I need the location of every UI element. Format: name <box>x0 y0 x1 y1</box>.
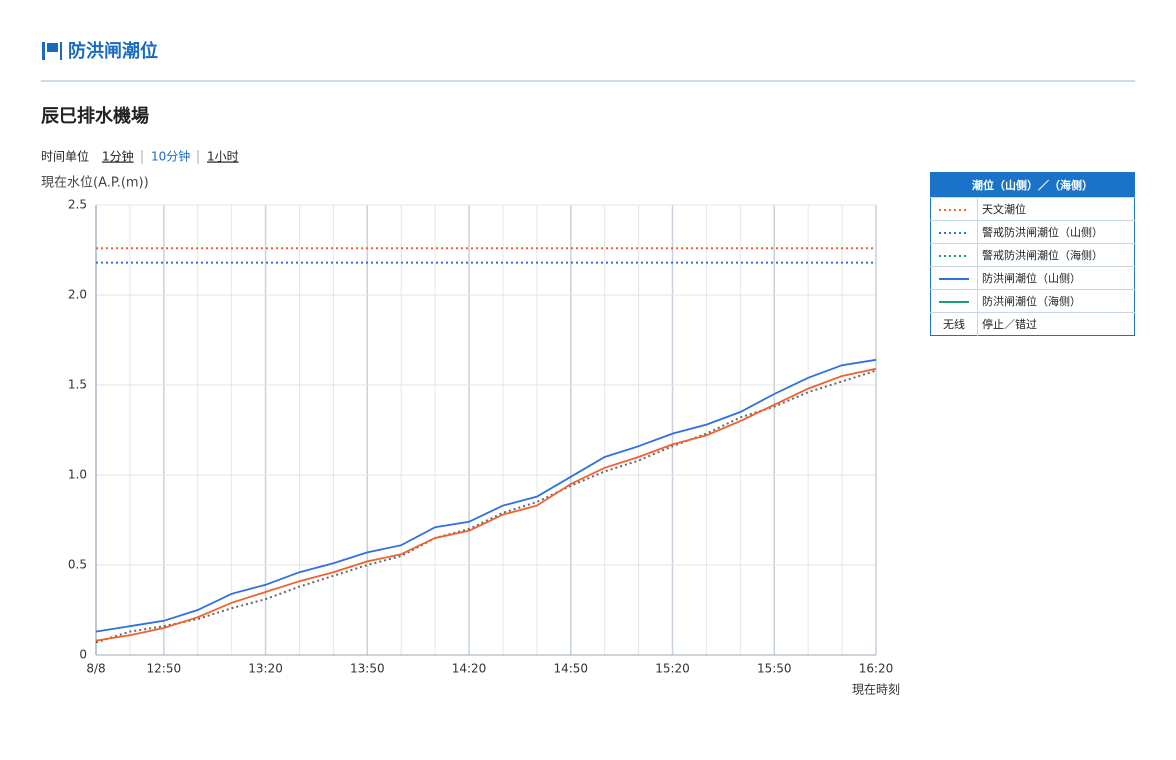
legend-row: 防洪闸潮位（山侧） <box>930 266 1135 290</box>
legend-swatch <box>930 220 978 244</box>
legend-label: 停止／错过 <box>977 312 1135 336</box>
x-axis-label: 現在時刻 <box>852 683 900 697</box>
x-tick-label: 16:20 <box>859 662 894 676</box>
swatch-icon <box>939 208 969 211</box>
y-tick-label: 2.0 <box>68 288 87 302</box>
legend-swatch: 无线 <box>930 312 978 336</box>
swatch-icon <box>939 254 969 257</box>
swatch-icon <box>939 300 969 303</box>
flag-bar <box>60 42 62 60</box>
legend-row: 防洪闸潮位（海侧） <box>930 289 1135 313</box>
x-tick-label: 13:20 <box>248 662 283 676</box>
y-axis-label: 現在水位(A.P.(m)) <box>41 176 149 191</box>
toolbar-label: 时间单位 <box>41 149 89 164</box>
legend-swatch <box>930 289 978 313</box>
x-tick-label: 14:50 <box>553 662 588 676</box>
x-tick-label: 8/8 <box>86 662 105 676</box>
x-tick-label: 14:20 <box>452 662 487 676</box>
y-tick-label: 0.5 <box>68 558 87 572</box>
legend-row: 警戒防洪闸潮位（海侧） <box>930 243 1135 267</box>
legend-row: 无线 停止／错过 <box>930 312 1135 336</box>
legend-row: 警戒防洪闸潮位（山侧） <box>930 220 1135 244</box>
flag-pole <box>42 42 45 60</box>
legend-swatch <box>930 266 978 290</box>
legend-row: 天文潮位 <box>930 197 1135 221</box>
legend-label: 防洪闸潮位（山侧） <box>977 266 1135 290</box>
legend-swatch <box>930 197 978 221</box>
data-line <box>95 358 877 633</box>
unit-option[interactable]: 1小时 <box>207 150 239 164</box>
x-tick-label: 15:50 <box>757 662 792 676</box>
legend: 潮位（山侧）／（海侧） 天文潮位 警戒防洪闸潮位（山侧） 警戒防洪闸潮位（海侧） 防洪闸… <box>930 172 1135 336</box>
legend-label: 防洪闸潮位（海侧） <box>977 289 1135 313</box>
y-tick-label: 1.0 <box>68 468 87 482</box>
x-tick-label: 15:20 <box>655 662 690 676</box>
station-name: 辰巳排水機場 <box>41 105 149 127</box>
data-line <box>95 367 877 642</box>
y-tick-label: 2.5 <box>68 198 87 212</box>
legend-label: 警戒防洪闸潮位（山侧） <box>977 220 1135 244</box>
swatch-icon <box>939 277 969 280</box>
legend-swatch <box>930 243 978 267</box>
unit-option[interactable]: 1分钟 <box>102 149 134 164</box>
page-title: 防洪闸潮位 <box>68 40 158 62</box>
data-line <box>95 369 877 644</box>
unit-option[interactable]: 10分钟 <box>151 149 190 164</box>
legend-label: 天文潮位 <box>977 197 1135 221</box>
y-tick-label: 0 <box>79 648 87 662</box>
x-tick-label: 13:50 <box>350 662 385 676</box>
legend-label: 警戒防洪闸潮位（海侧） <box>977 243 1135 267</box>
legend-title: 潮位（山侧）／（海侧） <box>930 172 1135 198</box>
y-tick-label: 1.5 <box>68 378 87 392</box>
x-tick-label: 12:50 <box>147 662 182 676</box>
flag <box>47 43 58 52</box>
swatch-icon <box>939 231 969 234</box>
